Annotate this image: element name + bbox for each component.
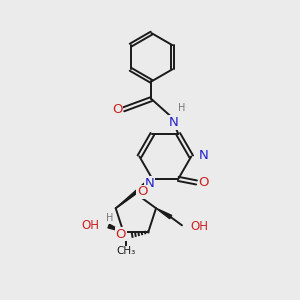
Text: CH₃: CH₃ (117, 246, 136, 256)
Text: N: N (198, 149, 208, 162)
Text: OH: OH (190, 220, 208, 233)
Text: H: H (106, 213, 114, 224)
Text: OH: OH (82, 219, 100, 232)
Text: O: O (112, 103, 122, 116)
Text: H: H (178, 103, 185, 113)
Polygon shape (116, 177, 154, 208)
Text: O: O (198, 176, 209, 189)
Text: N: N (145, 177, 154, 190)
Text: O: O (116, 228, 126, 241)
Text: N: N (169, 116, 178, 129)
Polygon shape (108, 224, 123, 232)
Text: O: O (137, 185, 148, 198)
Polygon shape (156, 208, 172, 219)
